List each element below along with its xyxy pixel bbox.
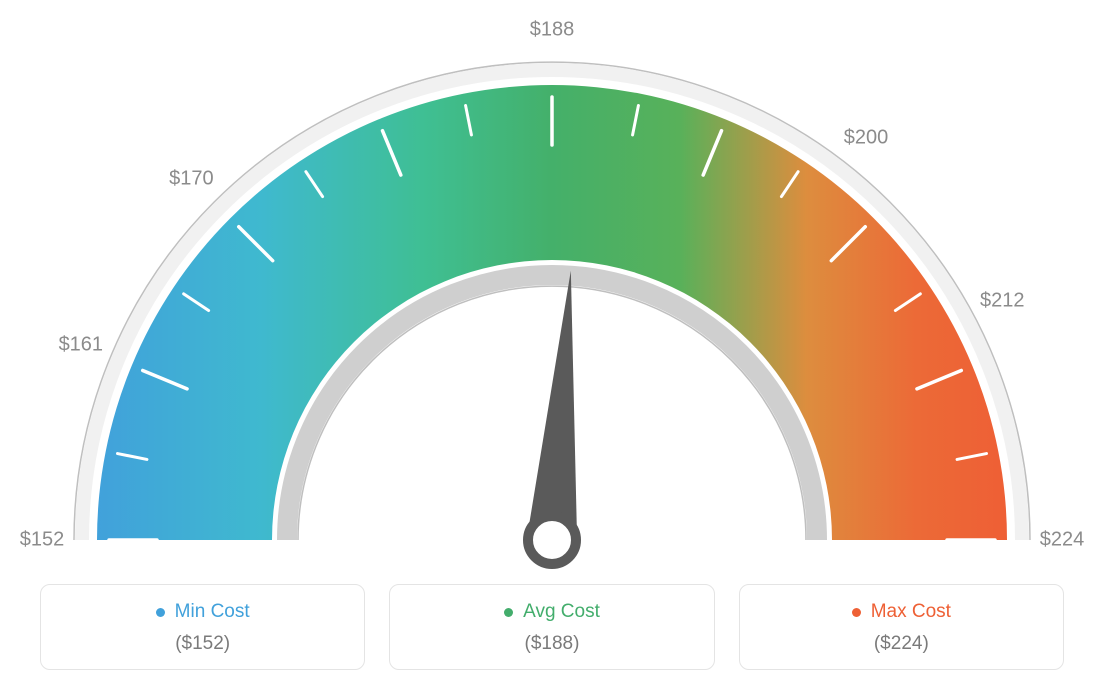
legend-dot-avg xyxy=(504,608,513,617)
legend-card-avg: Avg Cost ($188) xyxy=(389,584,714,670)
legend-title-min: Min Cost xyxy=(156,601,250,623)
legend-label-max: Max Cost xyxy=(871,601,951,623)
legend-dot-min xyxy=(156,608,165,617)
legend-title-avg: Avg Cost xyxy=(504,601,600,623)
gauge-area: $152 $161 $170 $188 $200 $212 $224 xyxy=(0,10,1104,570)
gauge-needle xyxy=(526,271,577,547)
gauge-scale-label: $212 xyxy=(980,289,1025,312)
gauge-scale-label: $188 xyxy=(530,19,575,42)
legend-card-max: Max Cost ($224) xyxy=(739,584,1064,670)
gauge-chart-container: $152 $161 $170 $188 $200 $212 $224 Min Cost ($… xyxy=(0,0,1104,690)
legend-card-min: Min Cost ($152) xyxy=(40,584,365,670)
gauge-scale-label: $161 xyxy=(59,333,104,356)
legend-label-avg: Avg Cost xyxy=(523,601,600,623)
legend-row: Min Cost ($152) Avg Cost ($188) Max Cost… xyxy=(40,584,1064,670)
gauge-scale-label: $152 xyxy=(20,529,65,552)
gauge-scale-label: $224 xyxy=(1040,529,1085,552)
gauge-scale-label: $170 xyxy=(169,168,214,191)
legend-value-min: ($152) xyxy=(53,633,352,655)
legend-label-min: Min Cost xyxy=(175,601,250,623)
legend-dot-max xyxy=(852,608,861,617)
gauge-needle-hub xyxy=(528,516,576,564)
legend-value-avg: ($188) xyxy=(402,633,701,655)
gauge-svg xyxy=(0,10,1104,570)
legend-value-max: ($224) xyxy=(752,633,1051,655)
legend-title-max: Max Cost xyxy=(852,601,951,623)
gauge-scale-label: $200 xyxy=(844,127,889,150)
